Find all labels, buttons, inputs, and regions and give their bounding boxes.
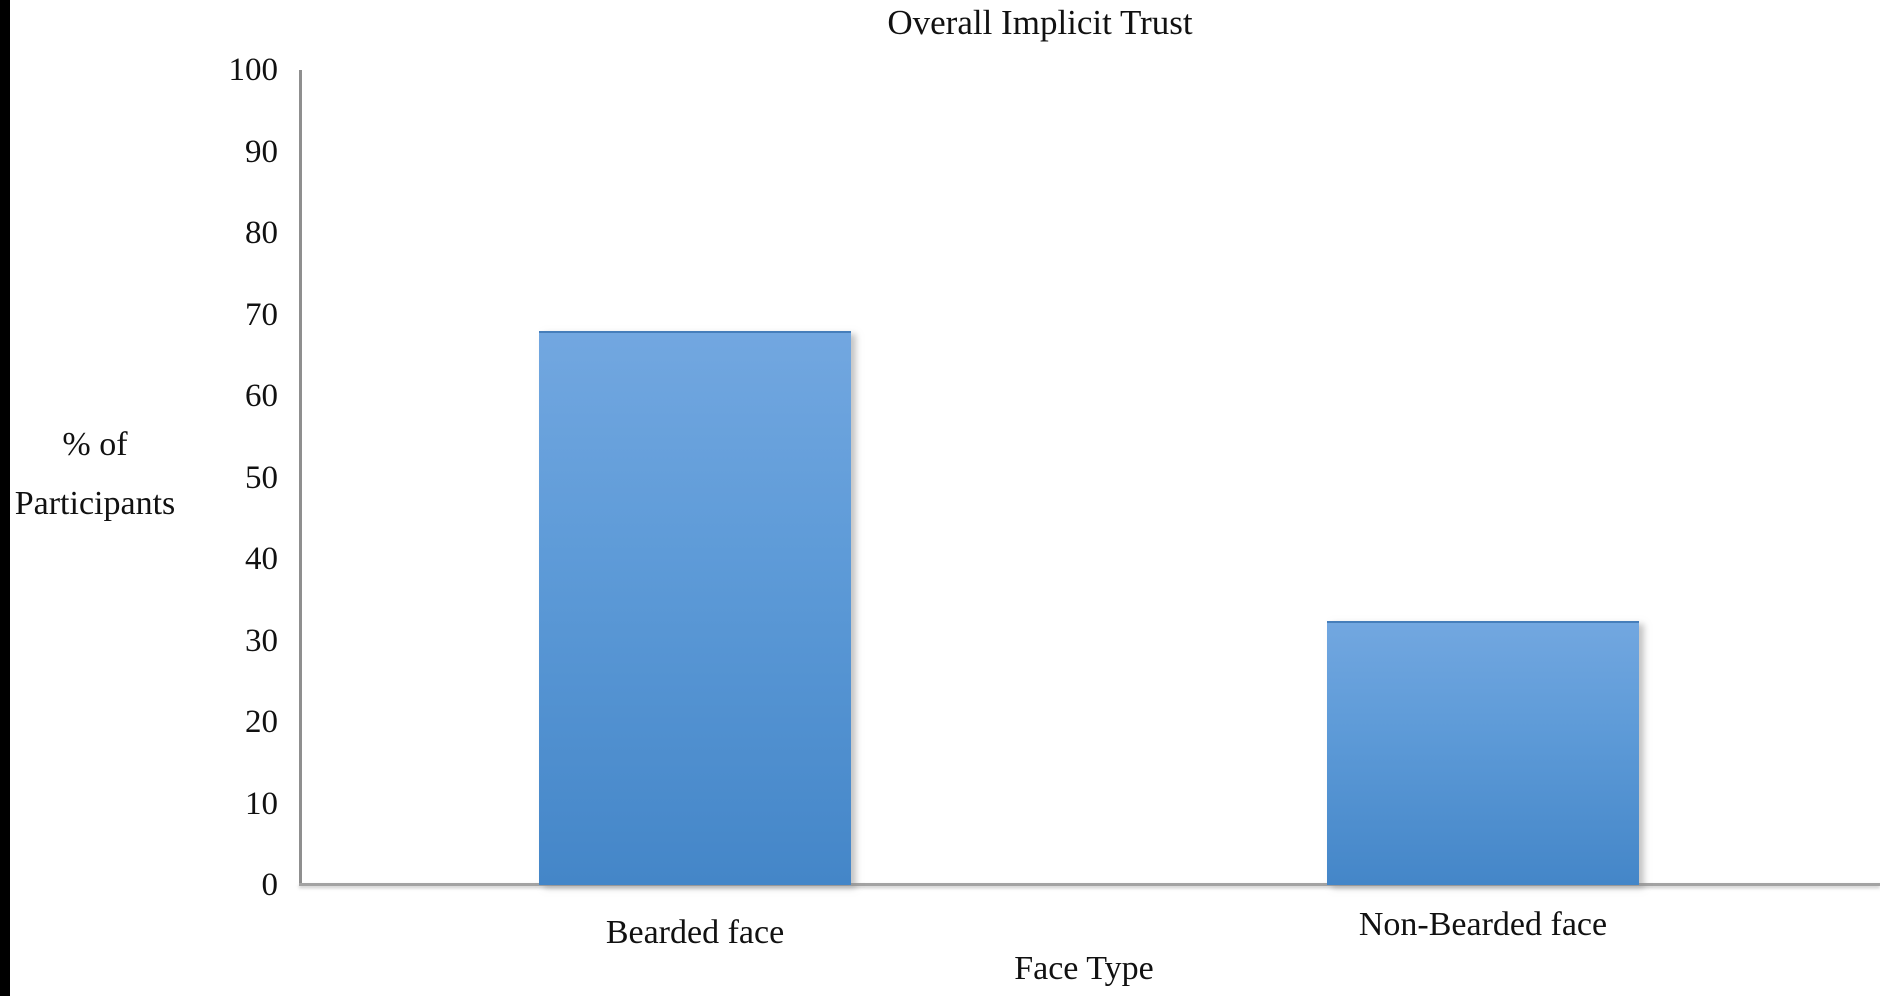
- y-tick-label-60: 60: [245, 378, 278, 414]
- x-category-label-non-bearded-face: Non-Bearded face: [1358, 906, 1608, 943]
- y-axis-line: [299, 70, 302, 885]
- y-tick-label-90: 90: [245, 133, 278, 170]
- y-tick-label-50: 50: [245, 459, 278, 496]
- x-category-label-bearded-face: Bearded face: [605, 914, 785, 951]
- chart-title: Overall Implicit Trust: [887, 3, 1193, 42]
- y-tick-label-100: 100: [228, 52, 279, 88]
- scan-border-strip: [0, 0, 10, 996]
- y-tick-label-0: 0: [261, 867, 279, 903]
- x-axis-title: Face Type: [1014, 950, 1154, 987]
- y-tick-label-20: 20: [245, 704, 278, 740]
- y-tick-label-80: 80: [245, 215, 278, 251]
- y-axis-title-line2: Participants: [14, 485, 176, 522]
- x-axis-line: [299, 883, 1880, 886]
- y-tick-label-10: 10: [245, 785, 278, 822]
- y-axis-title-line1: % of: [62, 426, 128, 463]
- y-axis-title: % of Participants: [0, 415, 190, 533]
- bar-non-bearded-face: [1327, 620, 1639, 885]
- y-tick-label-40: 40: [245, 541, 278, 577]
- y-tick-label-30: 30: [245, 622, 278, 659]
- y-tick-label-70: 70: [245, 296, 278, 333]
- bar-bearded-face: [539, 330, 851, 885]
